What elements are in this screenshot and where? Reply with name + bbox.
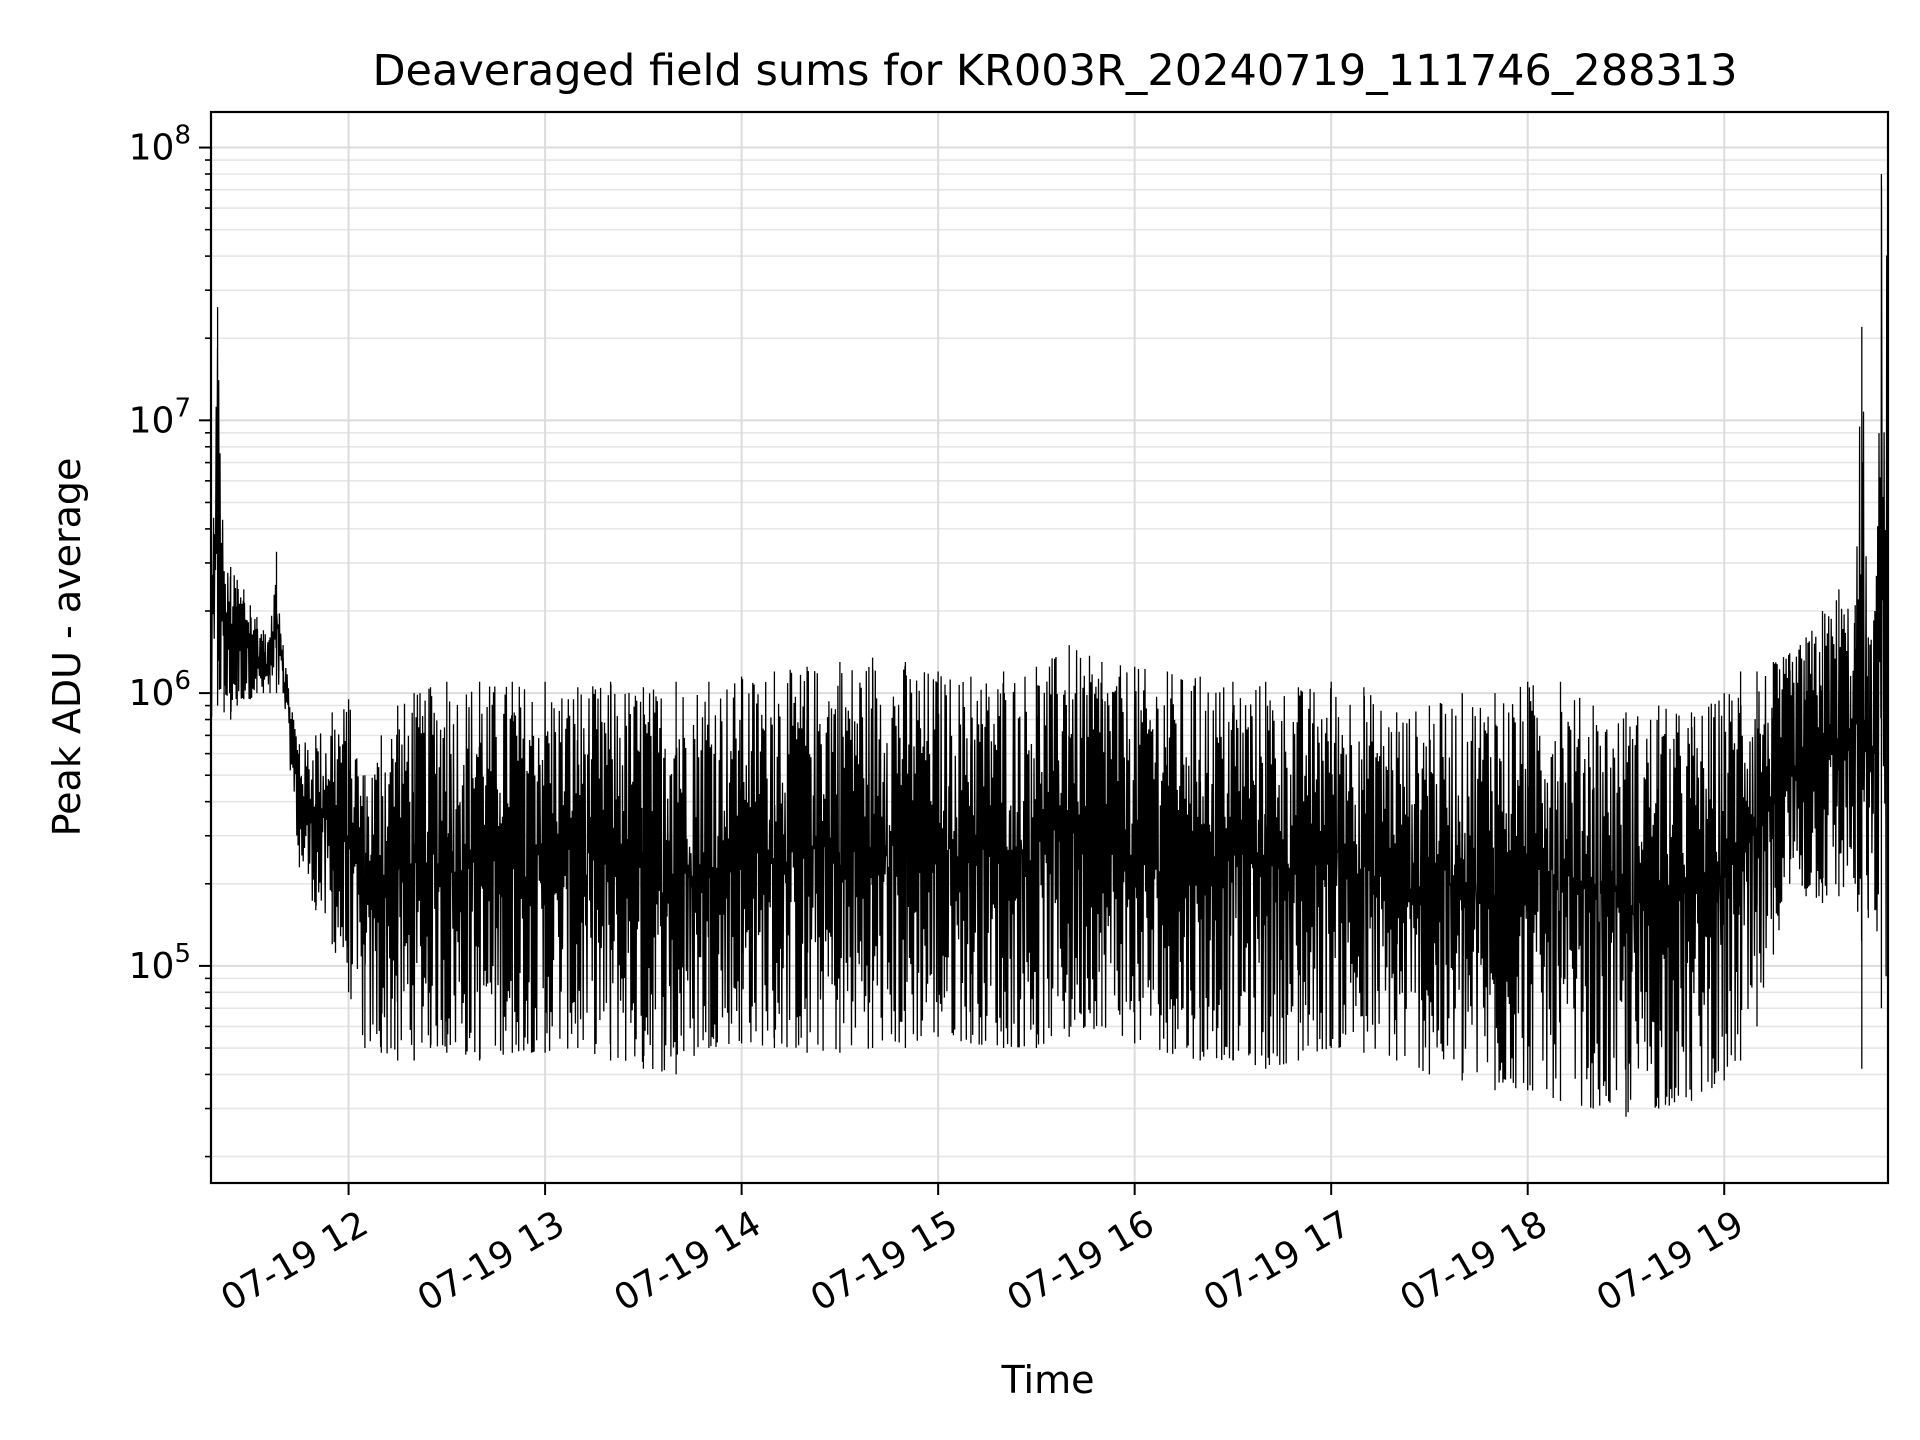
chart-title: Deaveraged field sums for KR003R_2024071… [372, 46, 1737, 96]
y-axis-label: Peak ADU - average [45, 458, 89, 837]
y-tick-exponent: 7 [174, 393, 191, 423]
y-tick-exponent: 5 [174, 939, 191, 969]
y-tick-base: 10 [129, 673, 175, 714]
y-tick-label: 105 [129, 939, 191, 987]
series-area [210, 160, 1889, 1117]
y-tick-base: 10 [129, 400, 175, 441]
y-tick-base: 10 [129, 946, 175, 987]
y-tick-exponent: 8 [174, 121, 191, 151]
series-line [210, 160, 1889, 1117]
x-axis-label: Time [1001, 1358, 1095, 1402]
y-tick-label: 106 [129, 666, 191, 714]
plot-frame [209, 110, 1890, 1185]
y-tick-base: 10 [129, 128, 175, 169]
y-tick-exponent: 6 [174, 666, 191, 696]
y-tick-label: 107 [129, 393, 191, 441]
y-tick-label: 108 [129, 121, 191, 169]
